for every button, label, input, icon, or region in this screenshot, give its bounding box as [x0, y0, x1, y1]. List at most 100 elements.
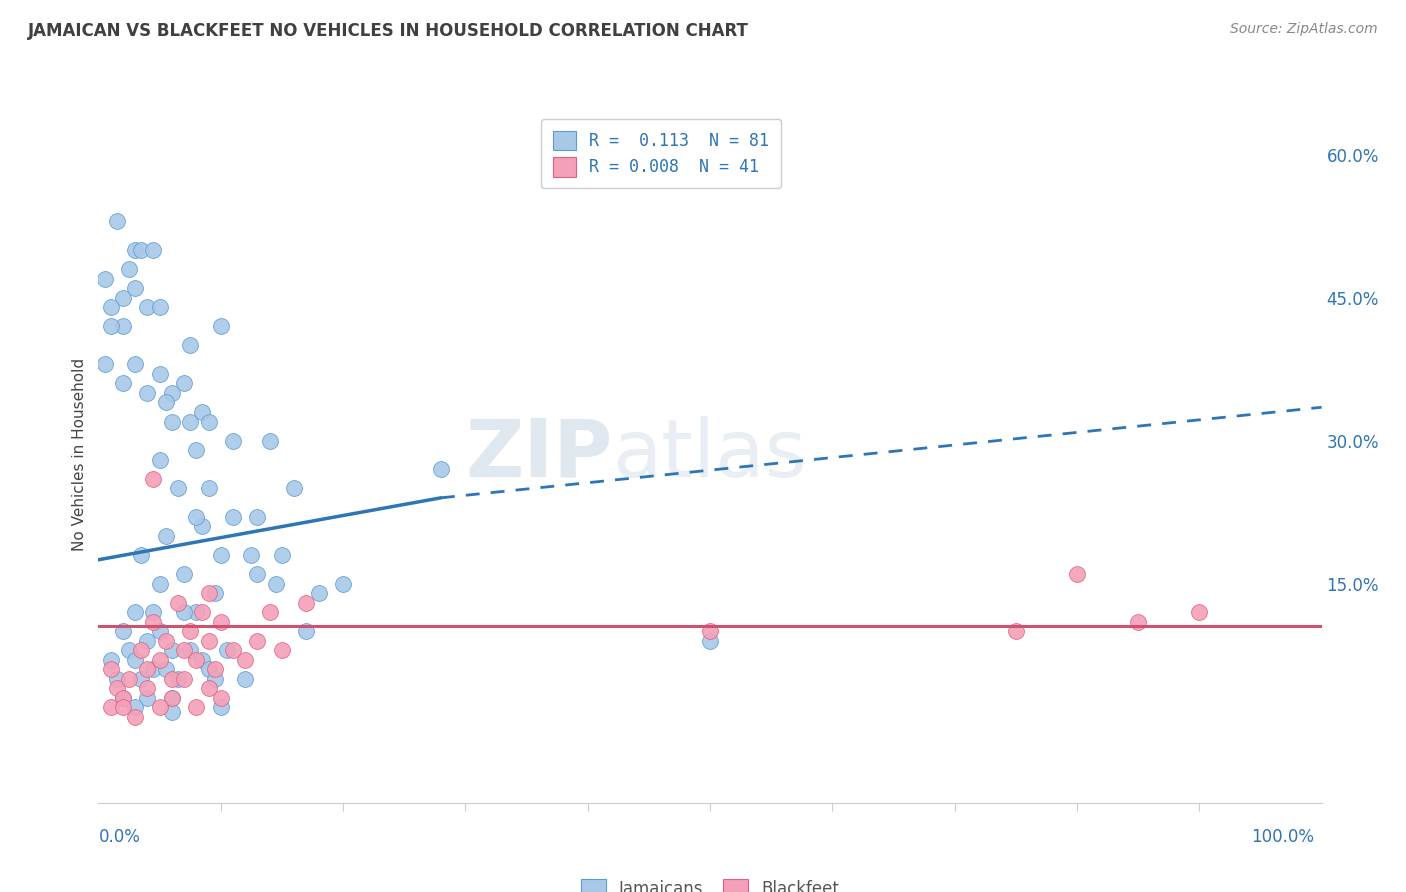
- Point: [209, 690, 232, 705]
- Point: [204, 586, 226, 600]
- Point: [142, 662, 165, 676]
- Point: [699, 624, 721, 639]
- Point: [186, 653, 208, 667]
- Point: [173, 376, 195, 391]
- Point: [105, 214, 128, 228]
- Point: [186, 700, 208, 714]
- Point: [100, 662, 122, 676]
- Point: [179, 415, 201, 429]
- Point: [136, 681, 159, 696]
- Point: [173, 567, 195, 582]
- Point: [111, 624, 134, 639]
- Point: [129, 643, 152, 657]
- Point: [93, 271, 115, 285]
- Point: [160, 672, 183, 686]
- Point: [233, 672, 256, 686]
- Point: [270, 643, 294, 657]
- Point: [197, 681, 219, 696]
- Point: [160, 690, 183, 705]
- Point: [259, 434, 281, 448]
- Point: [308, 586, 330, 600]
- Point: [295, 596, 318, 610]
- Point: [160, 690, 183, 705]
- Point: [149, 576, 172, 591]
- Point: [155, 395, 177, 409]
- Point: [155, 633, 177, 648]
- Point: [246, 633, 269, 648]
- Point: [1188, 605, 1211, 619]
- Point: [246, 509, 269, 524]
- Point: [136, 690, 159, 705]
- Point: [332, 576, 354, 591]
- Point: [186, 509, 208, 524]
- Point: [270, 548, 294, 562]
- Point: [191, 405, 214, 419]
- Point: [209, 700, 232, 714]
- Point: [167, 672, 190, 686]
- Point: [100, 319, 122, 334]
- Point: [124, 700, 146, 714]
- Point: [118, 262, 141, 277]
- Point: [197, 586, 219, 600]
- Point: [179, 338, 201, 352]
- Point: [191, 519, 214, 533]
- Point: [149, 653, 172, 667]
- Point: [111, 319, 134, 334]
- Text: ZIP: ZIP: [465, 416, 612, 494]
- Point: [186, 443, 208, 458]
- Point: [179, 624, 201, 639]
- Point: [124, 281, 146, 295]
- Point: [155, 529, 177, 543]
- Point: [149, 624, 172, 639]
- Point: [209, 319, 232, 334]
- Point: [167, 481, 190, 495]
- Point: [149, 452, 172, 467]
- Point: [149, 300, 172, 314]
- Point: [149, 700, 172, 714]
- Point: [136, 300, 159, 314]
- Text: JAMAICAN VS BLACKFEET NO VEHICLES IN HOUSEHOLD CORRELATION CHART: JAMAICAN VS BLACKFEET NO VEHICLES IN HOU…: [28, 22, 749, 40]
- Point: [197, 633, 219, 648]
- Point: [1128, 615, 1150, 629]
- Point: [160, 705, 183, 719]
- Point: [430, 462, 453, 476]
- Point: [246, 567, 269, 582]
- Point: [295, 624, 318, 639]
- Point: [197, 662, 219, 676]
- Point: [1004, 624, 1026, 639]
- Text: 100.0%: 100.0%: [1251, 828, 1315, 846]
- Point: [191, 605, 214, 619]
- Point: [124, 357, 146, 371]
- Point: [111, 690, 134, 705]
- Point: [699, 633, 721, 648]
- Point: [204, 662, 226, 676]
- Point: [142, 615, 165, 629]
- Point: [136, 633, 159, 648]
- Point: [124, 710, 146, 724]
- Point: [105, 681, 128, 696]
- Point: [111, 291, 134, 305]
- Point: [129, 672, 152, 686]
- Point: [259, 605, 281, 619]
- Point: [100, 700, 122, 714]
- Point: [167, 596, 190, 610]
- Point: [233, 653, 256, 667]
- Y-axis label: No Vehicles in Household: No Vehicles in Household: [72, 359, 87, 551]
- Point: [100, 300, 122, 314]
- Point: [209, 615, 232, 629]
- Point: [204, 672, 226, 686]
- Point: [209, 548, 232, 562]
- Point: [197, 415, 219, 429]
- Point: [283, 481, 305, 495]
- Point: [105, 672, 128, 686]
- Point: [124, 605, 146, 619]
- Point: [111, 376, 134, 391]
- Point: [240, 548, 263, 562]
- Point: [191, 653, 214, 667]
- Point: [142, 472, 165, 486]
- Point: [222, 434, 245, 448]
- Point: [215, 643, 238, 657]
- Point: [124, 243, 146, 257]
- Point: [118, 643, 141, 657]
- Point: [1066, 567, 1088, 582]
